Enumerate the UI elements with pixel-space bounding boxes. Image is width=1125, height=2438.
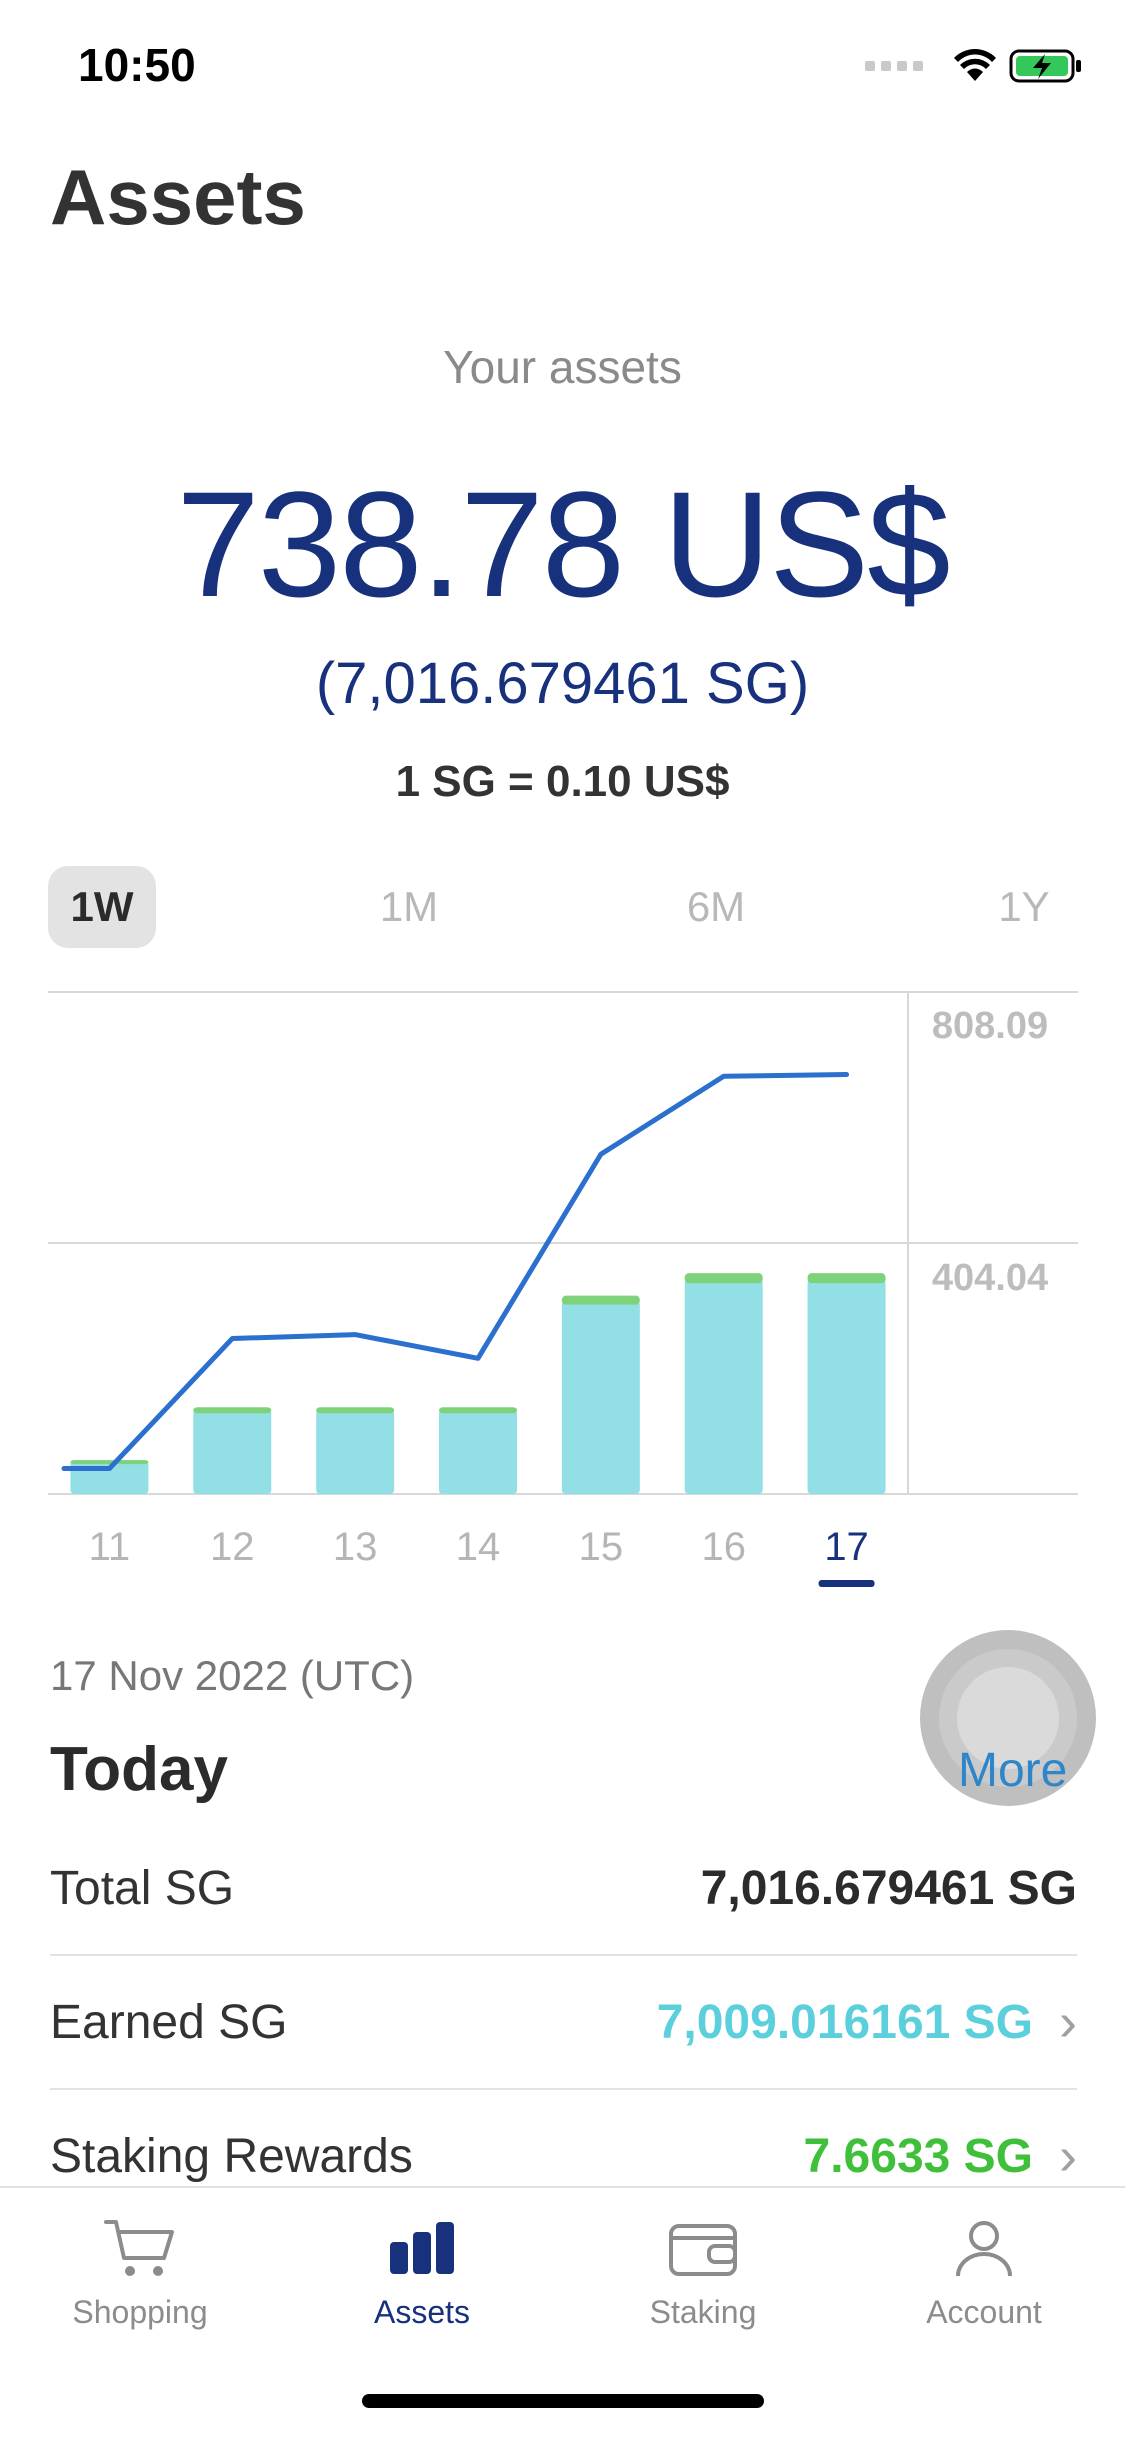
cellular-signal-icon	[865, 61, 923, 71]
range-tab-1w[interactable]: 1W	[48, 866, 156, 948]
assets-label: Your assets	[443, 341, 682, 393]
page-title: Assets	[50, 153, 306, 241]
tab-label: Staking	[649, 2294, 757, 2330]
chart-bar-cap	[193, 1407, 272, 1414]
chart-bar-cap	[70, 1460, 149, 1465]
x-tick-label: 17	[824, 1525, 869, 1569]
x-tick-label: 13	[333, 1525, 378, 1569]
bar-chart-icon	[390, 2222, 454, 2274]
tab-shopping[interactable]: Shopping	[40, 2216, 240, 2331]
total-sg-value: 7,016.679461 SG	[700, 1861, 1077, 1915]
row-staking-rewards[interactable]: Staking Rewards 7.6633 SG ›	[50, 2090, 1077, 2222]
tab-account[interactable]: Account	[884, 2216, 1084, 2331]
range-tab-1m[interactable]: 1M	[379, 883, 439, 930]
x-tick-label: 14	[456, 1525, 501, 1569]
row-label: Total SG	[50, 1861, 235, 1915]
chart-bar-cap	[684, 1273, 763, 1284]
chart-bar	[561, 1300, 640, 1494]
chart-bar-cap	[439, 1407, 517, 1414]
row-total-sg: Total SG 7,016.679461 SG	[50, 1822, 1077, 1954]
chart-bar	[684, 1279, 763, 1494]
wifi-icon	[954, 49, 996, 81]
row-label: Earned SG	[50, 1995, 288, 2049]
chart-line	[61, 1072, 850, 1472]
tab-label: Shopping	[72, 2294, 208, 2330]
chart-bar	[439, 1409, 517, 1494]
home-indicator	[362, 2394, 764, 2408]
more-link[interactable]: More	[958, 1744, 1068, 1797]
earned-sg-value: 7,009.016161 SG	[656, 1995, 1034, 2049]
chart-axis-labels: 11 12 13 14 15 16 17 808.09 404.04	[89, 1005, 1048, 1587]
selected-date: 17 Nov 2022 (UTC)	[50, 1652, 415, 1699]
today-title: Today	[50, 1735, 228, 1804]
row-value: 7,009.016161 SG ›	[657, 1991, 1077, 2053]
range-tab-1y[interactable]: 1Y	[998, 883, 1050, 930]
assets-sg-value: (7,016.679461 SG)	[315, 651, 810, 716]
cart-icon	[104, 2220, 174, 2276]
floating-assistive-button[interactable]	[920, 1630, 1096, 1806]
divider	[50, 1954, 1077, 1956]
x-tick-label: 12	[210, 1525, 255, 1569]
chevron-right-icon: ›	[1059, 1992, 1077, 2052]
chart-bar-cap	[807, 1273, 886, 1284]
selected-day-indicator	[818, 1580, 875, 1587]
y-tick-label: 404.04	[932, 1257, 1048, 1299]
person-icon	[956, 2221, 1012, 2277]
chart-bars	[70, 1273, 886, 1494]
chart-bar-cap	[316, 1407, 395, 1414]
chart-bar	[807, 1279, 886, 1494]
tab-label: Account	[926, 2294, 1042, 2330]
status-icons	[865, 48, 1083, 84]
wallet-icon	[669, 2224, 737, 2276]
range-tab-6m[interactable]: 6M	[686, 883, 746, 930]
status-time: 10:50	[78, 39, 196, 91]
divider	[50, 2088, 1077, 2090]
x-tick-label: 16	[701, 1525, 746, 1569]
chart-bar-cap	[561, 1295, 640, 1305]
row-label: Staking Rewards	[50, 2129, 413, 2183]
exchange-rate: 1 SG = 0.10 US$	[395, 757, 730, 806]
staking-rewards-value: 7.6633 SG	[803, 2129, 1034, 2183]
y-tick-label: 808.09	[932, 1005, 1048, 1047]
assets-usd-value: 738.78 US$	[176, 460, 950, 628]
chart-bar	[316, 1409, 395, 1494]
tab-staking[interactable]: Staking	[603, 2216, 803, 2331]
x-tick-label: 11	[89, 1525, 131, 1569]
row-value: 7,016.679461 SG	[701, 1861, 1077, 1916]
chart-bar	[193, 1409, 272, 1494]
assets-chart[interactable]: 11 12 13 14 15 16 17 808.09 404.04	[0, 980, 1125, 1590]
x-tick-label: 15	[579, 1525, 624, 1569]
tab-assets[interactable]: Assets	[322, 2216, 522, 2331]
chevron-right-icon: ›	[1059, 2126, 1077, 2186]
row-earned-sg[interactable]: Earned SG 7,009.016161 SG ›	[50, 1956, 1077, 2088]
battery-charging-icon	[1009, 49, 1081, 83]
chart-line-series	[61, 1072, 850, 1472]
tab-label: Assets	[373, 2294, 471, 2330]
row-value: 7.6633 SG ›	[804, 2125, 1077, 2187]
